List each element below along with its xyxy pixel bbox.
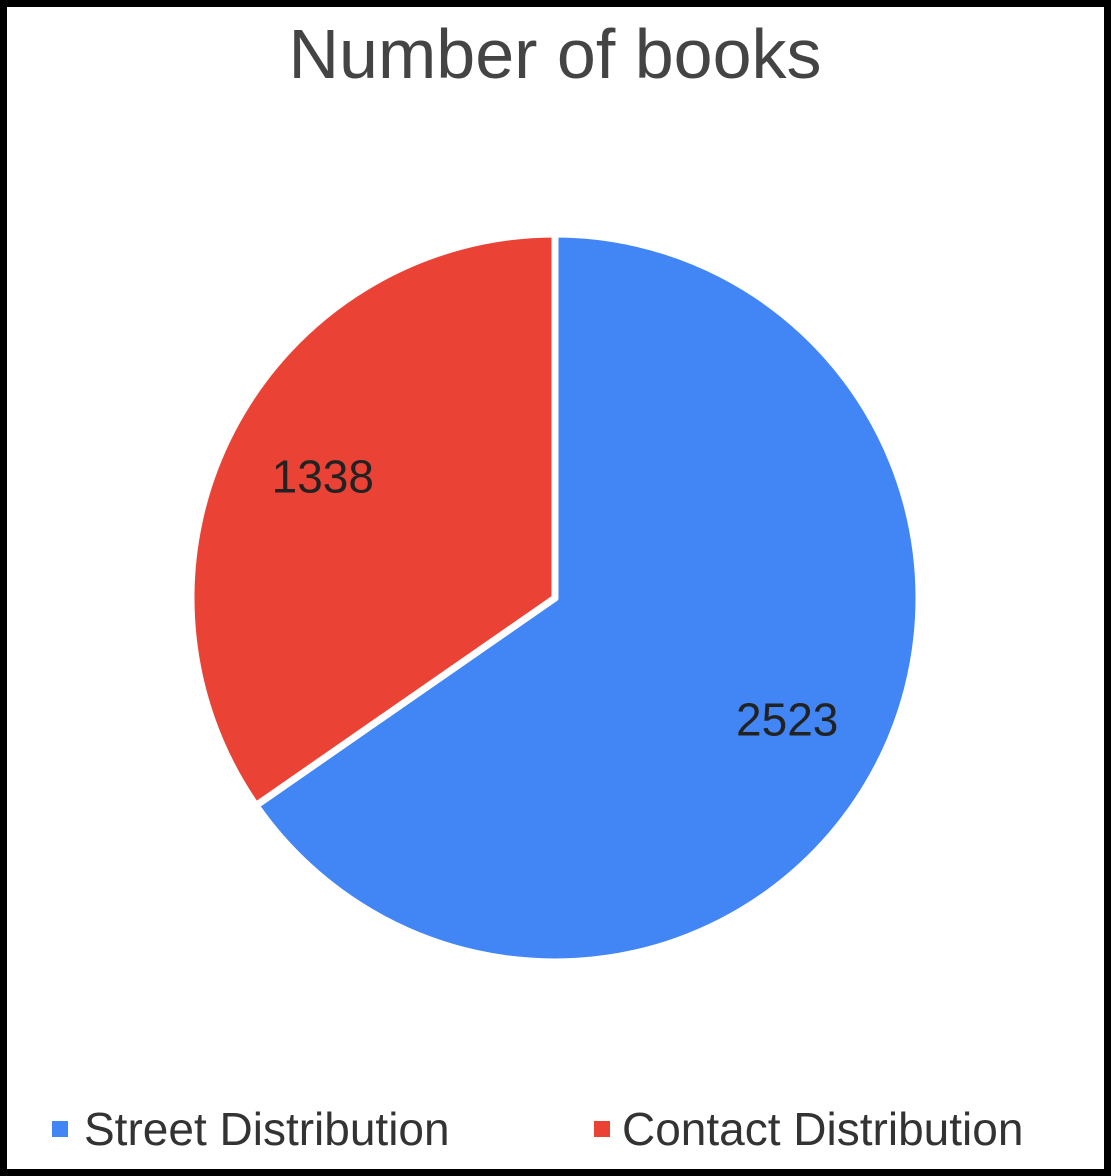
pie-slice-contact-distribution xyxy=(187,230,559,810)
legend: Street Distribution Contact Distribution xyxy=(52,1103,1023,1155)
data-label-street-distribution: 2523 xyxy=(736,694,838,746)
legend-swatch-street-distribution xyxy=(52,1121,68,1137)
data-label-contact-distribution: 1338 xyxy=(272,450,374,502)
legend-swatch-contact-distribution xyxy=(594,1121,610,1137)
chart-title: Number of books xyxy=(288,15,821,93)
pie-slices xyxy=(187,230,923,966)
pie-slice-street-distribution xyxy=(252,230,923,966)
legend-label-street-distribution: Street Distribution xyxy=(84,1103,450,1155)
legend-label-contact-distribution: Contact Distribution xyxy=(622,1103,1023,1155)
